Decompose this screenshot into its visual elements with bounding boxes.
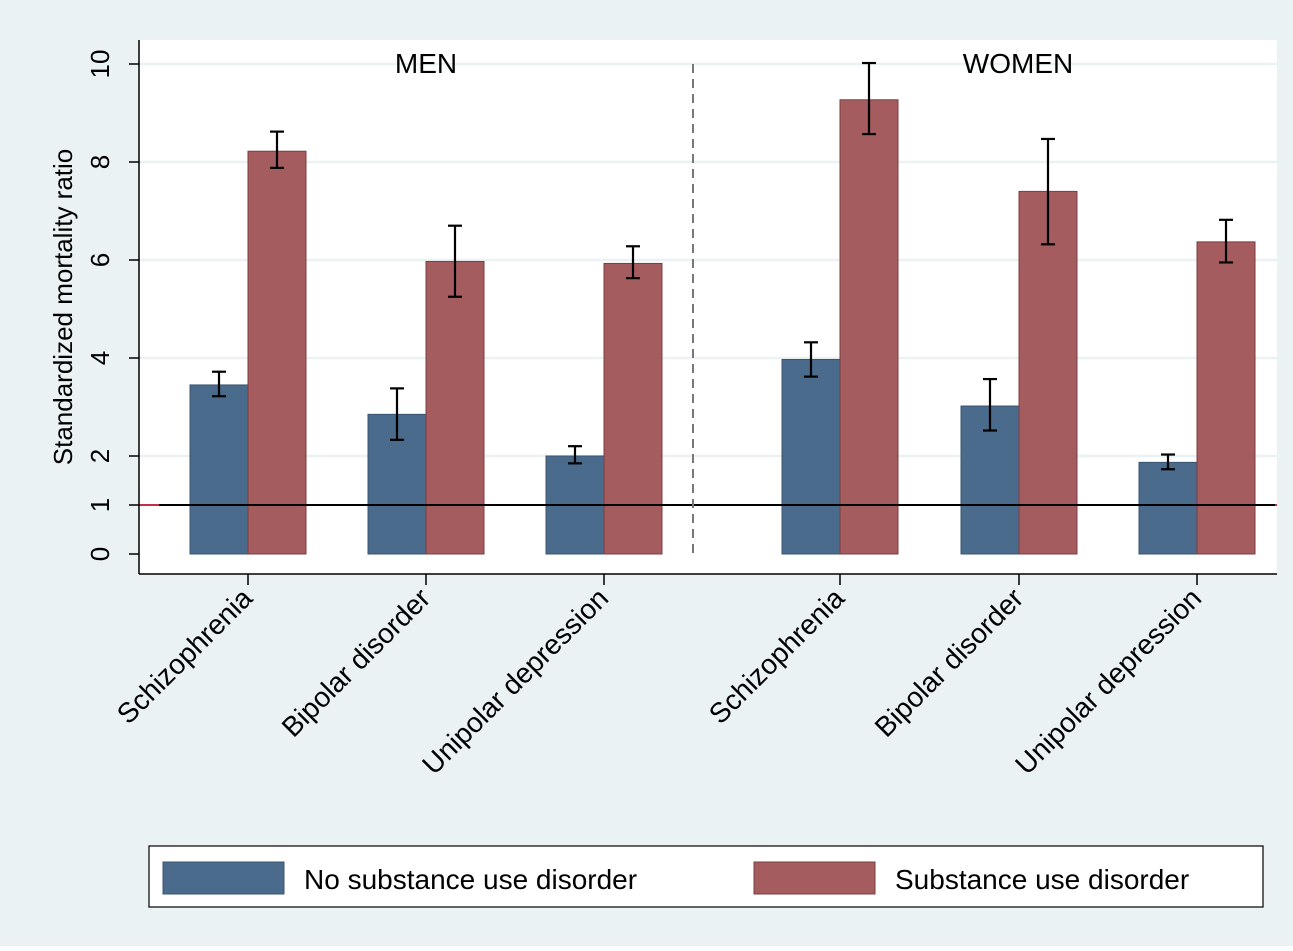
- bar-men-bipolar-disorder-sud: [425, 260, 485, 555]
- grid-layer: [139, 62, 1277, 458]
- y-tick-label-8: 8: [85, 155, 115, 169]
- error-bar-women-bipolar-disorder-sud: [1041, 137, 1055, 246]
- y-tick-label-6: 6: [85, 253, 115, 267]
- bar-women-schizophrenia-sud: [839, 99, 899, 555]
- error-bar-men-bipolar-disorder-sud: [448, 224, 462, 298]
- error-bar-women-unipolar-depression-no-sud: [1161, 453, 1175, 471]
- error-bars-layer: [212, 61, 1233, 471]
- reference-line-layer: [139, 64, 1277, 554]
- y-tick-label-10: 10: [85, 50, 115, 79]
- y-tick-label-0: 0: [85, 547, 115, 561]
- error-bar-men-unipolar-depression-no-sud: [568, 445, 582, 465]
- bar-women-bipolar-disorder-sud: [1018, 190, 1078, 555]
- y-tick-label-1: 1: [85, 498, 115, 512]
- bar-men-unipolar-depression-sud: [603, 262, 663, 555]
- error-bar-women-bipolar-disorder-no-sud: [983, 377, 997, 432]
- bar-women-unipolar-depression-no-sud: [1138, 461, 1198, 555]
- legend-label-sud: Substance use disorder: [895, 864, 1189, 895]
- error-bar-men-bipolar-disorder-no-sud: [390, 387, 404, 441]
- bar-men-schizophrenia-sud: [247, 150, 307, 555]
- error-bar-men-schizophrenia-no-sud: [212, 370, 226, 398]
- y-tick-label-4: 4: [85, 351, 115, 365]
- y-tick-label-2: 2: [85, 449, 115, 463]
- plot-area: [139, 40, 1277, 574]
- bar-women-unipolar-depression-sud: [1196, 241, 1256, 555]
- panel-label-women: WOMEN: [963, 48, 1073, 79]
- error-bar-men-unipolar-depression-sud: [626, 245, 640, 280]
- error-bar-women-schizophrenia-sud: [862, 61, 876, 136]
- labels-layer: Standardized mortality ratio MEN WOMEN: [48, 48, 1073, 465]
- y-axis-title: Standardized mortality ratio: [48, 149, 78, 465]
- legend-swatch-sud: [753, 861, 876, 895]
- bar-men-schizophrenia-no-sud: [189, 384, 249, 555]
- legend-label-no-sud: No substance use disorder: [304, 864, 637, 895]
- bar-women-schizophrenia-no-sud: [781, 358, 841, 555]
- legend-swatch-no-sud: [162, 861, 285, 895]
- panel-label-men: MEN: [395, 48, 457, 79]
- error-bar-women-unipolar-depression-sud: [1219, 218, 1233, 264]
- legend: No substance use disorder Substance use …: [148, 845, 1264, 908]
- legend-box: [148, 845, 1264, 908]
- error-bar-women-schizophrenia-no-sud: [804, 341, 818, 378]
- error-bar-men-schizophrenia-sud: [270, 130, 284, 169]
